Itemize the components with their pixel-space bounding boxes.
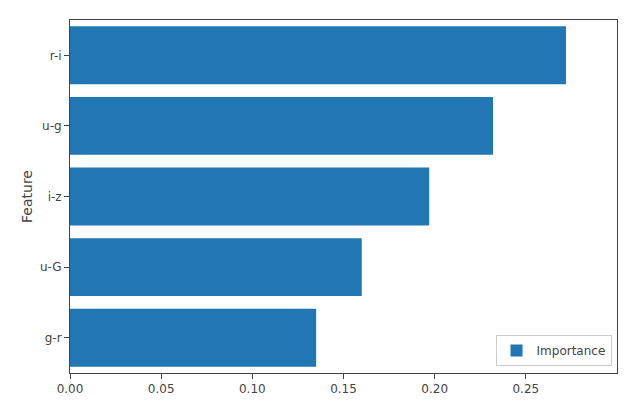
svg-text:0.00: 0.00 <box>57 382 84 396</box>
svg-text:0.05: 0.05 <box>148 382 175 396</box>
svg-text:i-z: i-z <box>48 190 62 204</box>
svg-text:g-r: g-r <box>45 331 62 345</box>
svg-text:0.15: 0.15 <box>330 382 357 396</box>
svg-text:r-i: r-i <box>50 49 62 63</box>
svg-text:0.25: 0.25 <box>512 382 539 396</box>
svg-text:Importance: Importance <box>537 344 606 358</box>
svg-text:Feature: Feature <box>19 170 35 223</box>
svg-text:0.20: 0.20 <box>421 382 448 396</box>
svg-text:0.10: 0.10 <box>239 382 266 396</box>
svg-text:u-G: u-G <box>40 260 62 274</box>
svg-text:u-g: u-g <box>42 119 62 133</box>
